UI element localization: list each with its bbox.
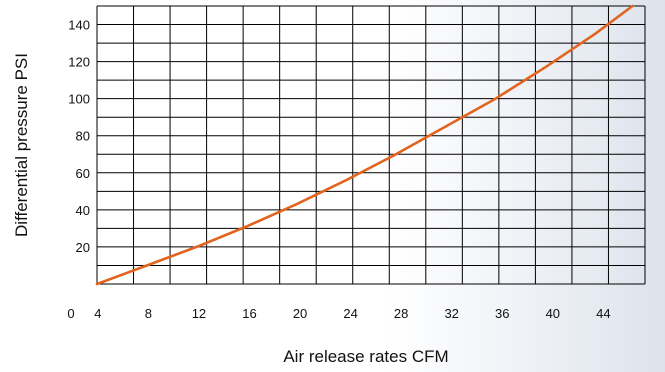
x-tick-label: 24 (343, 306, 357, 321)
y-axis-title: Differential pressure PSI (12, 53, 31, 237)
x-tick-label: 0 (67, 306, 74, 321)
x-axis-title: Air release rates CFM (283, 347, 448, 366)
x-tick-label: 44 (596, 306, 610, 321)
x-tick-label: 8 (145, 306, 152, 321)
x-tick-label: 20 (293, 306, 307, 321)
y-tick-label: 40 (76, 203, 90, 218)
x-tick-label: 16 (242, 306, 256, 321)
y-axis-ticks: 20 40 60 80 100 120 140 (68, 18, 90, 255)
x-tick-label: 36 (495, 306, 509, 321)
y-tick-label: 80 (76, 129, 90, 144)
x-tick-label: 32 (444, 306, 458, 321)
y-tick-label: 100 (68, 92, 90, 107)
y-tick-label: 60 (76, 166, 90, 181)
series-line (95, 4, 634, 286)
x-axis-ticks: 0 4 8 12 16 20 24 28 32 36 40 44 (67, 306, 610, 321)
y-tick-label: 140 (68, 18, 90, 33)
x-tick-label: 12 (192, 306, 206, 321)
y-tick-label: 120 (68, 55, 90, 70)
x-tick-label: 28 (394, 306, 408, 321)
chart-grid (96, 5, 646, 285)
y-tick-label: 20 (76, 240, 90, 255)
x-tick-label: 4 (94, 306, 101, 321)
series-layer (95, 4, 634, 286)
x-tick-label: 40 (546, 306, 560, 321)
